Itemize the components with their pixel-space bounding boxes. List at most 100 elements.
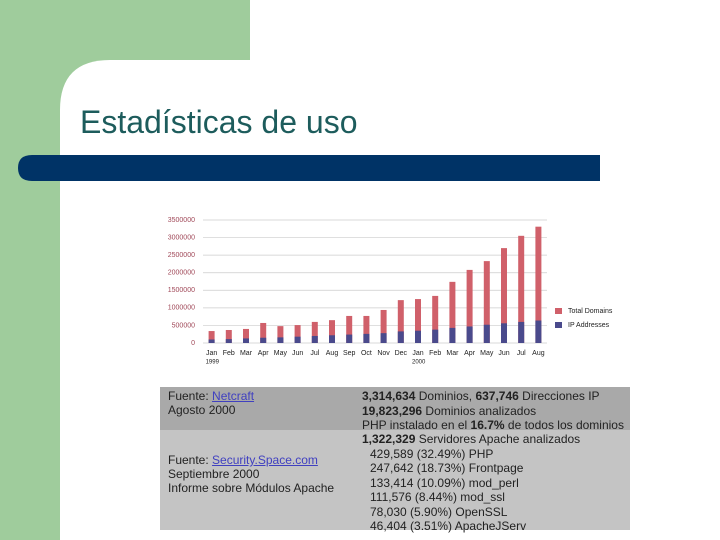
bar: [483, 324, 490, 343]
stats-text: 19,823,296: [362, 403, 423, 418]
stats-text: 637,746: [475, 389, 519, 403]
stats-text: 16.7%: [470, 418, 505, 432]
x-tick-label: May: [480, 350, 494, 357]
title-bar: [18, 155, 600, 181]
stats-line: 3,314,634 Dominios, 637,746 Direcciones IP: [362, 389, 630, 404]
bar: [329, 320, 335, 343]
stats-line: 78,030 (5.90%) OpenSSL: [362, 505, 630, 520]
x-tick-label: Dec: [395, 350, 408, 357]
x-tick-label: Jun: [292, 350, 303, 357]
y-tick-label: 500000: [172, 322, 195, 329]
stats-line: PHP instalado en el 16.7% de todos los dom…: [362, 418, 630, 433]
bar: [260, 337, 267, 343]
stats-text: 3,314,634: [362, 389, 416, 403]
stats-line: 429,589 (32.49%) PHP: [362, 447, 630, 462]
source-prefix: Fuente:: [168, 453, 209, 467]
y-tick-label: 2500000: [168, 252, 195, 259]
bar: [535, 226, 542, 343]
bar: [208, 339, 215, 343]
stats-text: Dominios analizados: [425, 403, 537, 418]
stats-text: 1,322,329: [362, 432, 416, 446]
source-cell: Fuente: Security.Space.com Septiembre 200…: [160, 430, 352, 530]
source-prefix: Fuente:: [168, 389, 209, 403]
legend-label: Total Domains: [568, 308, 613, 315]
x-tick-label: May: [274, 350, 288, 357]
bar: [277, 337, 284, 343]
x-tick-label: Mar: [240, 350, 253, 357]
bar: [449, 281, 456, 343]
bar: [208, 331, 215, 343]
x-tick-label: Jan: [412, 350, 423, 357]
source-note: Informe sobre Módulos Apache: [168, 481, 335, 495]
legend-swatch: [555, 308, 562, 314]
stats-text: 46,404 (3.51%) ApacheJServ: [370, 519, 527, 533]
stats-cell: 3,314,634 Dominios, 637,746 Direcciones IP 1…: [352, 387, 630, 433]
x-tick-label: Jun: [498, 350, 509, 357]
x-tick-label: Apr: [464, 350, 476, 357]
x-tick-label: Feb: [223, 350, 235, 357]
bar: [346, 334, 353, 343]
legend-label: IP Addresses: [568, 322, 610, 329]
stats-line: 111,576 (8.44%) mod_ssl: [362, 490, 630, 505]
stats-text: 247,642 (18.73%) Frontpage: [370, 461, 524, 475]
legend-swatch: [555, 322, 562, 328]
source-line: Fuente: Netcraft: [168, 389, 352, 403]
y-tick-label: 1000000: [168, 305, 195, 312]
bar: [501, 248, 507, 343]
bar: [225, 339, 232, 343]
stats-line: 19,823,296 Dominios analizados: [362, 404, 630, 419]
table-row: Fuente: Security.Space.com Septiembre 200…: [160, 430, 630, 533]
bar: [535, 320, 542, 343]
bar: [260, 322, 267, 343]
bar: [346, 315, 353, 343]
bar: [432, 295, 439, 343]
x-group-label: 2000: [412, 360, 426, 366]
bar: [277, 326, 284, 343]
stats-text: 78,030 (5.90%) OpenSSL: [370, 504, 508, 519]
stats-text: Direcciones IP: [522, 389, 600, 403]
bar: [329, 335, 335, 343]
stats-text: 429,589 (32.49%) PHP: [370, 446, 494, 461]
source-line: Fuente: Security.Space.com: [168, 453, 352, 467]
source-link[interactable]: Netcraft: [212, 389, 255, 403]
x-tick-label: Oct: [361, 350, 372, 357]
source-link[interactable]: Security.Space.com: [212, 453, 318, 467]
bar: [397, 331, 404, 343]
bar: [432, 329, 439, 343]
x-tick-label: Aug: [532, 350, 545, 357]
bar: [363, 315, 370, 343]
stats-text: 133,414 (10.09%) mod_perl: [370, 475, 519, 490]
x-tick-label: Mar: [446, 350, 459, 357]
y-tick-label: 3500000: [168, 217, 195, 224]
bar: [449, 327, 456, 343]
x-tick-label: Sep: [343, 350, 356, 357]
bar: [363, 333, 370, 343]
bar: [294, 325, 301, 343]
stats-text: Servidores Apache analizados: [418, 432, 581, 446]
stats-text: PHP instalado en el: [362, 418, 468, 432]
bar: [415, 330, 421, 343]
bar: [311, 321, 318, 343]
bar: [311, 335, 318, 343]
x-tick-label: Nov: [377, 350, 390, 357]
stats-text: Dominios,: [418, 389, 473, 403]
bar: [243, 328, 249, 343]
stats-cell: 1,322,329 Servidores Apache analizados 429…: [352, 430, 630, 533]
slide-title: Estadísticas de uso: [80, 104, 358, 140]
stats-line: 247,642 (18.73%) Frontpage: [362, 461, 630, 476]
info-table: Fuente: Netcraft Agosto 2000 3,314,634 Domi…: [160, 387, 630, 533]
chart-area: [160, 212, 630, 370]
table-row: Fuente: Netcraft Agosto 2000 3,314,634 Domi…: [160, 387, 630, 433]
bar: [243, 338, 249, 343]
bar: [466, 269, 473, 343]
bar: [415, 299, 421, 343]
bar: [380, 309, 387, 343]
bar: [518, 235, 525, 343]
x-tick-label: Feb: [429, 350, 441, 357]
x-tick-label: Aug: [326, 350, 339, 357]
x-tick-label: Jan: [206, 350, 217, 357]
source-date: Septiembre 2000: [168, 467, 260, 481]
source-cell: Fuente: Netcraft Agosto 2000: [160, 387, 352, 430]
bar: [397, 300, 404, 343]
